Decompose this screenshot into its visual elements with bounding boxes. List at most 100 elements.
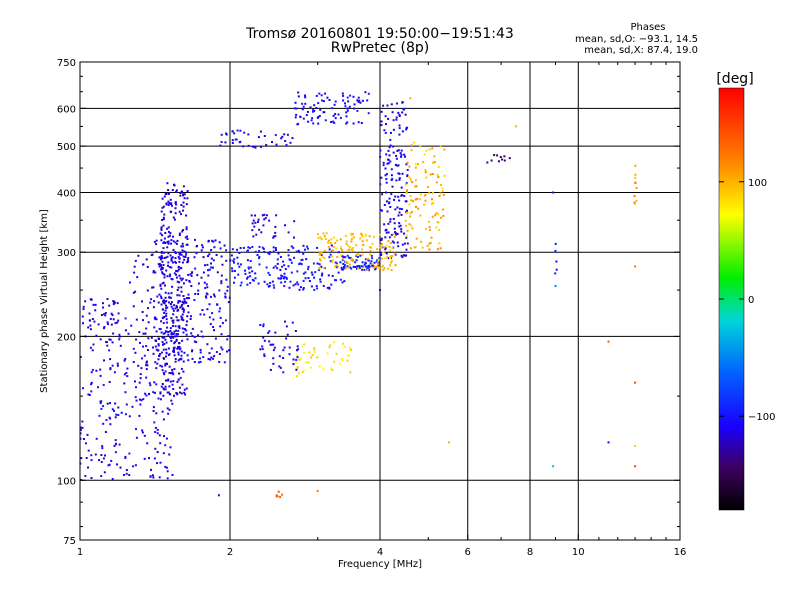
data-point <box>249 260 252 262</box>
data-point <box>164 284 166 287</box>
data-point <box>336 239 338 242</box>
data-point <box>317 122 320 125</box>
data-point <box>304 96 307 99</box>
data-point <box>283 272 286 275</box>
data-point <box>425 176 428 179</box>
data-point <box>296 345 299 348</box>
data-point <box>186 320 188 323</box>
data-point <box>391 255 394 258</box>
data-point <box>124 457 127 459</box>
data-point <box>405 182 408 185</box>
data-point <box>385 153 388 156</box>
data-point <box>355 253 357 256</box>
data-point <box>361 99 364 102</box>
data-point <box>269 281 272 284</box>
data-point <box>151 286 154 289</box>
data-point <box>313 288 316 291</box>
data-point <box>167 261 170 264</box>
data-point <box>425 227 427 230</box>
data-point <box>208 352 211 355</box>
data-point <box>404 155 406 158</box>
data-point <box>262 323 265 326</box>
data-point <box>152 286 155 289</box>
data-point <box>373 265 376 268</box>
data-point <box>295 107 298 110</box>
data-point <box>302 287 305 289</box>
data-point <box>141 311 144 313</box>
data-point <box>159 283 162 286</box>
data-point <box>79 428 82 431</box>
data-point <box>554 285 557 287</box>
data-point <box>189 318 192 320</box>
data-point <box>408 203 411 206</box>
data-point <box>164 193 167 196</box>
data-point <box>160 287 163 290</box>
data-point <box>185 214 187 217</box>
data-point <box>387 240 390 243</box>
data-point <box>208 268 211 271</box>
data-point <box>240 281 243 284</box>
data-point <box>160 210 163 213</box>
data-point <box>242 246 245 249</box>
data-point <box>170 259 173 262</box>
data-point <box>82 322 84 325</box>
data-point <box>398 124 401 127</box>
data-point <box>345 243 348 245</box>
data-point <box>319 278 322 281</box>
data-point <box>224 141 227 144</box>
data-point <box>182 194 185 197</box>
data-point <box>419 193 422 196</box>
data-point <box>231 130 234 133</box>
data-point <box>161 267 164 269</box>
data-point <box>247 249 249 252</box>
data-point <box>218 360 221 363</box>
data-point <box>183 193 186 196</box>
data-point <box>319 259 322 262</box>
data-point <box>357 121 360 124</box>
data-point <box>503 155 506 158</box>
data-point <box>172 350 175 353</box>
data-point <box>384 229 387 232</box>
data-point <box>169 446 172 449</box>
data-point <box>409 179 412 182</box>
data-point <box>166 182 169 185</box>
data-point <box>117 414 120 416</box>
data-point <box>352 236 355 239</box>
data-point <box>397 164 400 167</box>
data-point <box>336 263 339 266</box>
data-point <box>395 232 397 235</box>
data-point <box>380 124 383 126</box>
data-point <box>361 268 363 271</box>
data-point <box>163 195 166 198</box>
data-point <box>184 236 187 239</box>
data-point <box>254 221 257 224</box>
data-point <box>380 237 383 240</box>
data-point <box>163 299 165 302</box>
data-point <box>299 116 302 118</box>
data-point <box>92 343 95 346</box>
data-point <box>373 261 376 264</box>
data-point <box>388 202 390 205</box>
data-point <box>158 476 161 479</box>
data-point <box>187 359 190 362</box>
data-point <box>155 330 158 333</box>
data-point <box>125 403 128 406</box>
data-point <box>176 380 179 383</box>
data-point <box>301 258 304 261</box>
data-point <box>171 204 173 207</box>
data-point <box>348 105 351 108</box>
data-point <box>354 261 357 264</box>
data-point <box>305 361 307 364</box>
data-point <box>182 319 185 322</box>
data-point <box>183 388 186 391</box>
data-point <box>406 161 409 164</box>
data-point <box>140 367 143 370</box>
data-point <box>397 195 400 198</box>
data-point <box>102 457 105 460</box>
data-point <box>219 144 222 147</box>
data-point <box>263 280 266 283</box>
data-point <box>172 309 175 312</box>
data-point <box>166 470 169 473</box>
data-point <box>170 399 173 402</box>
